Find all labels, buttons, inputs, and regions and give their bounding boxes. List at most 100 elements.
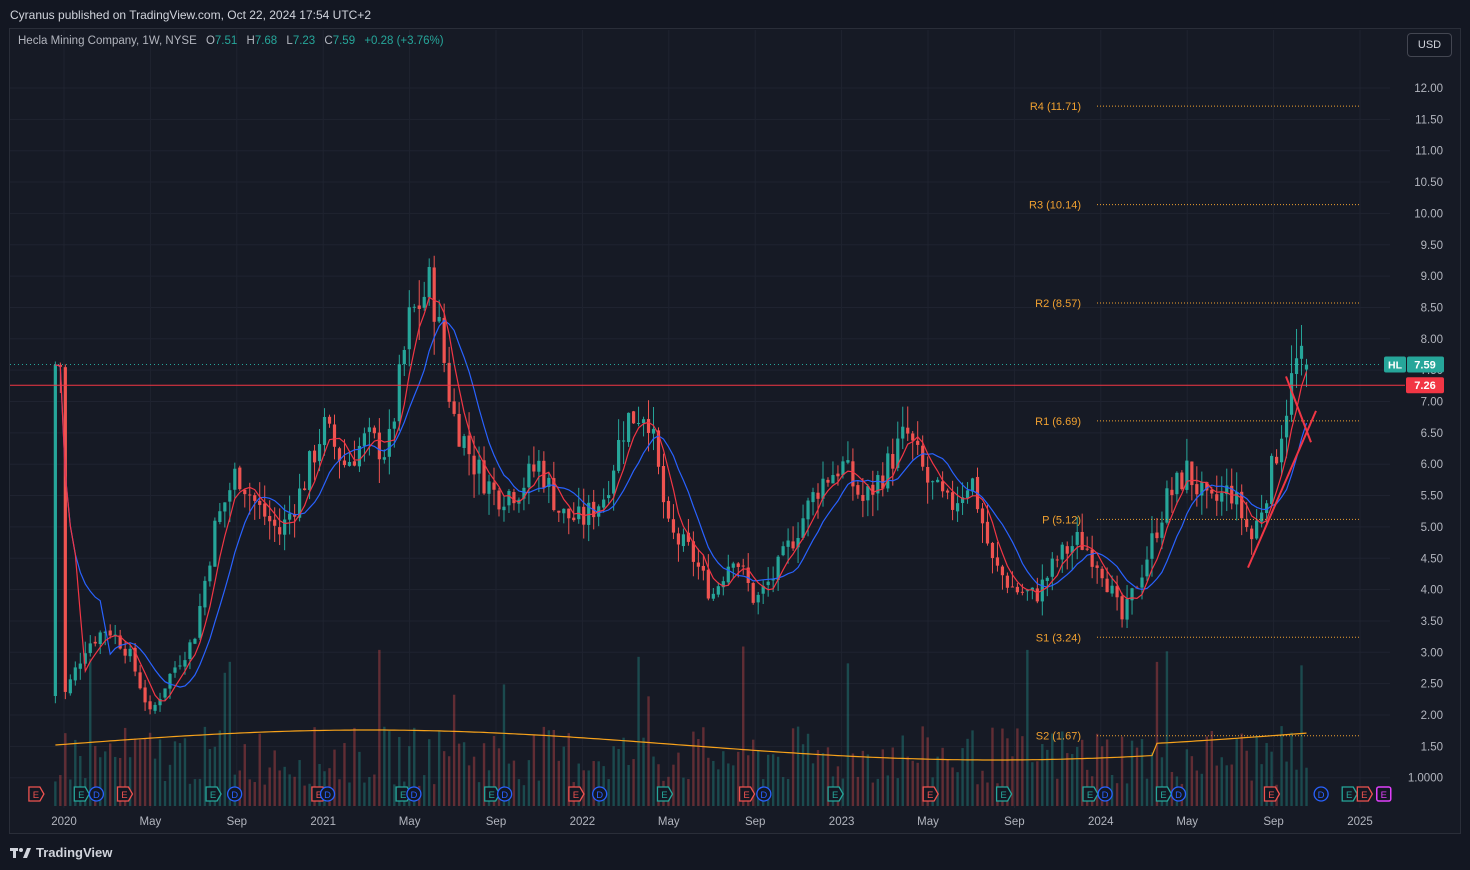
- candle-body: [1065, 546, 1069, 554]
- volume-bar: [273, 750, 276, 806]
- price-tick-label: 10.00: [1414, 208, 1443, 220]
- marker-box: [1376, 786, 1392, 802]
- volume-bar: [1190, 756, 1194, 806]
- candle-body: [856, 485, 860, 495]
- time-tick-label: Sep: [745, 816, 765, 828]
- candle-body: [801, 518, 805, 538]
- marker-shape: [1356, 786, 1374, 802]
- candle-body: [342, 460, 347, 466]
- price-tick-label: 11.50: [1415, 114, 1443, 126]
- chart-pane[interactable]: [9, 28, 1461, 834]
- candle-body: [298, 488, 302, 518]
- marker-shape: [1082, 786, 1099, 802]
- candle-body: [477, 459, 481, 474]
- marker-letter: D: [1102, 790, 1109, 801]
- volume-bar: [1215, 765, 1218, 806]
- candle-body: [626, 412, 631, 443]
- volume-bar: [1006, 738, 1009, 806]
- candle-body: [53, 364, 57, 696]
- candle-body: [651, 428, 656, 434]
- volume-bar: [881, 749, 885, 806]
- marker-letter: E: [743, 790, 749, 801]
- candle-body: [646, 418, 651, 433]
- time-tick-label: 2024: [1088, 816, 1114, 828]
- candle-body: [1160, 522, 1164, 538]
- volume-bar: [617, 748, 620, 806]
- marker-letter: E: [121, 790, 127, 801]
- marker-circle: [1313, 786, 1329, 802]
- volume-bar: [1165, 651, 1169, 806]
- candle-body: [73, 667, 77, 681]
- volume-bar: [1210, 730, 1213, 806]
- volume-bar: [368, 777, 371, 806]
- candle-body: [711, 593, 715, 599]
- candle-body: [656, 430, 661, 467]
- price-badge-text: 7.59: [1414, 360, 1435, 372]
- currency-button[interactable]: USD: [1407, 33, 1452, 57]
- volume-bar: [373, 774, 376, 806]
- candle-body: [612, 470, 616, 494]
- volume-bar: [497, 748, 501, 806]
- volume-bar: [1265, 743, 1268, 806]
- candle-body: [462, 436, 466, 448]
- candle-body: [821, 478, 825, 499]
- dividend-marker: D: [1313, 786, 1329, 802]
- earnings-marker: E: [995, 786, 1013, 802]
- candle-body: [1304, 364, 1309, 370]
- volume-bar: [1155, 661, 1159, 806]
- candle-body: [68, 679, 72, 694]
- candle-body: [387, 428, 391, 457]
- candle-body: [607, 495, 611, 499]
- candle-body: [352, 461, 357, 466]
- change-value: +0.28 (+3.76%): [364, 35, 444, 47]
- tradingview-logo[interactable]: TradingView: [10, 845, 112, 860]
- volume-bar: [1255, 735, 1258, 806]
- candle-body: [302, 488, 307, 491]
- candle-body: [238, 467, 242, 490]
- earnings-marker: E: [1341, 786, 1358, 802]
- volume-bar: [622, 737, 625, 806]
- close-label: C: [324, 35, 333, 47]
- falling-trendline: [1285, 376, 1312, 443]
- pivot-label: S2 (1.67): [1036, 731, 1081, 743]
- volume-bar: [178, 743, 182, 806]
- candle-body: [1274, 456, 1279, 464]
- volume-bar: [89, 658, 92, 806]
- volume-bar: [492, 735, 496, 806]
- marker-circle: [496, 786, 513, 802]
- dividend-marker: D: [756, 786, 772, 802]
- candle-body: [432, 267, 436, 322]
- time-tick-label: May: [140, 816, 162, 828]
- marker-letter: E: [927, 790, 933, 801]
- volume-bar: [836, 766, 840, 806]
- upcoming-earnings-marker: E: [1376, 786, 1392, 802]
- candle-body: [946, 490, 950, 493]
- volume-bar: [841, 778, 845, 806]
- candle-body: [1210, 489, 1214, 494]
- symbol-name: Hecla Mining Company, 1W, NYSE: [18, 35, 197, 47]
- time-tick-label: 2021: [310, 816, 336, 828]
- volume-bar: [756, 750, 760, 806]
- marker-letter: E: [78, 790, 84, 801]
- volume-bar: [153, 758, 157, 806]
- marker-letter: E: [661, 790, 667, 801]
- high-label: H: [246, 35, 255, 47]
- volume-bar: [1001, 728, 1004, 806]
- candle-body: [1080, 531, 1084, 550]
- candle-body: [522, 487, 526, 499]
- price-tick-label: 12.00: [1414, 83, 1443, 95]
- volume-bar: [1295, 769, 1298, 806]
- earnings-marker: E: [73, 786, 91, 802]
- candle-body: [985, 521, 990, 544]
- grid-lines: [10, 30, 1390, 808]
- volume-bar: [303, 785, 306, 806]
- candle-body: [861, 494, 865, 501]
- volume-bar: [54, 781, 57, 806]
- candle-body: [402, 349, 406, 365]
- candle-body: [372, 427, 376, 434]
- volume-bar: [821, 753, 825, 806]
- candle-body: [118, 635, 122, 649]
- price-tick-label: 1.50: [1421, 741, 1443, 753]
- marker-letter: D: [231, 790, 238, 801]
